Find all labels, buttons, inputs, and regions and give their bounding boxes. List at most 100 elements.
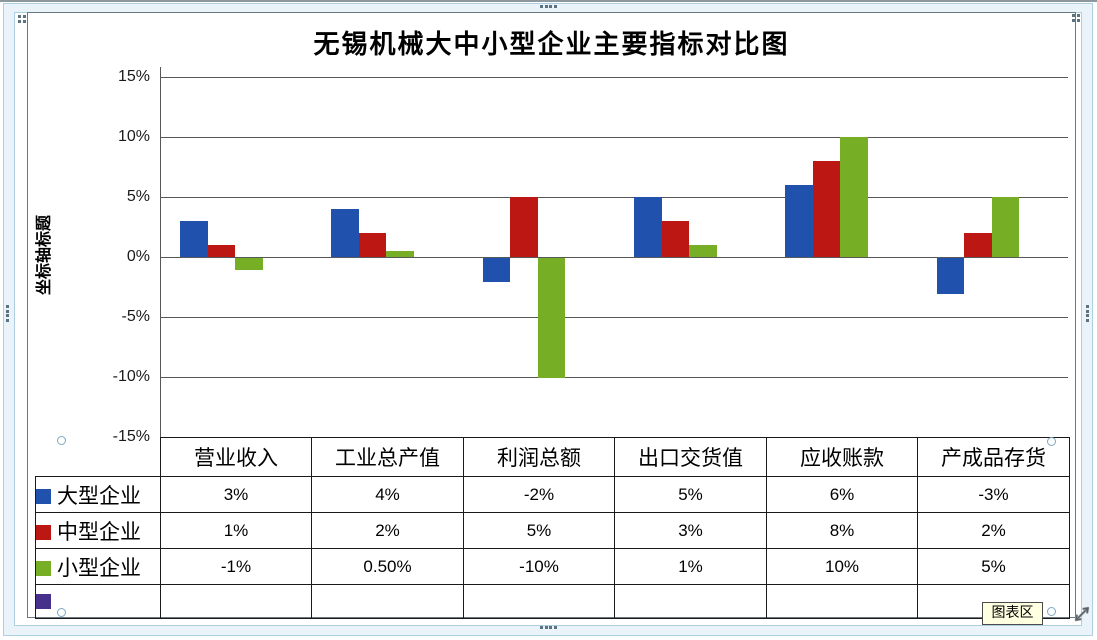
frame-corner-handle[interactable] — [18, 20, 21, 23]
frame-corner-handle[interactable] — [1077, 19, 1080, 22]
value-cell[interactable] — [766, 584, 918, 619]
value-cell[interactable] — [463, 584, 615, 619]
series-name: 中型企业 — [57, 519, 141, 544]
legend-cell[interactable]: 中型企业 — [35, 512, 161, 549]
bar-series0-cat1[interactable] — [331, 209, 359, 257]
y-tick-label[interactable]: 5% — [126, 188, 150, 205]
category-header-cell[interactable]: 产成品存货 — [917, 437, 1070, 477]
frame-corner-handle[interactable] — [1072, 14, 1075, 17]
chart-title[interactable]: 无锡机械大中小型企业主要指标对比图 — [313, 30, 790, 59]
chart-data-table[interactable]: 营业收入 工业总产值 利润总额 出口交货值 应收账款 产成品存货 大型企业 3% 4% -2% 5%… — [35, 437, 1070, 619]
frame-dot-handle[interactable] — [549, 5, 552, 8]
category-header-cell[interactable]: 工业总产值 — [311, 437, 464, 477]
bar-series2-cat0[interactable] — [235, 258, 263, 270]
frame-corner-handle[interactable] — [23, 20, 26, 23]
legend-swatch-icon[interactable] — [36, 488, 51, 504]
bar-series0-cat5[interactable] — [936, 258, 965, 294]
bar-series0-cat0[interactable] — [180, 221, 208, 257]
frame-dot-handle[interactable] — [6, 314, 9, 317]
frame-dot-handle[interactable] — [6, 318, 9, 322]
y-axis-title[interactable]: 坐标轴标题 — [36, 215, 53, 296]
category-header-cell[interactable]: 出口交货值 — [614, 437, 767, 477]
frame-dot-handle[interactable] — [1086, 314, 1089, 317]
bar-series1-cat5[interactable] — [964, 233, 992, 257]
value-cell[interactable]: -1% — [160, 548, 312, 585]
gridline — [160, 77, 1068, 78]
category-header-cell[interactable]: 营业收入 — [160, 437, 312, 477]
y-axis-line[interactable] — [160, 67, 161, 437]
bar-series0-cat4[interactable] — [785, 185, 813, 257]
legend-swatch-icon[interactable] — [36, 560, 51, 576]
frame-dot-handle[interactable] — [544, 5, 548, 8]
y-tick-label[interactable]: -10% — [112, 368, 150, 385]
gridline — [160, 137, 1068, 138]
table-row: 小型企业 -1% 0.50% -10% 1% 10% 5% — [35, 548, 1070, 585]
frame-dot-handle[interactable] — [1086, 305, 1089, 308]
frame-dot-handle[interactable] — [1086, 309, 1089, 313]
frame-dot-handle[interactable] — [544, 626, 548, 629]
value-cell[interactable]: 3% — [614, 512, 767, 549]
value-cell[interactable]: 1% — [160, 512, 312, 549]
value-cell[interactable]: 3% — [160, 476, 312, 513]
frame-corner-handle[interactable] — [1072, 19, 1075, 22]
bar-series1-cat2[interactable] — [510, 197, 538, 257]
bar-series2-cat3[interactable] — [689, 245, 717, 257]
series-name: 小型企业 — [57, 555, 141, 580]
value-cell[interactable]: 5% — [463, 512, 615, 549]
y-tick-label[interactable]: 15% — [117, 68, 150, 85]
value-cell[interactable]: 5% — [614, 476, 767, 513]
selection-handle-bottom-right[interactable] — [1047, 607, 1056, 616]
value-cell[interactable]: 10% — [766, 548, 918, 585]
frame-corner-handle[interactable] — [18, 15, 21, 18]
bar-series2-cat2[interactable] — [537, 258, 566, 378]
selection-handle-bottom-left[interactable] — [57, 608, 66, 617]
category-header-cell[interactable]: 应收账款 — [766, 437, 918, 477]
frame-corner-handle[interactable] — [1077, 14, 1080, 17]
value-cell[interactable]: 0.50% — [311, 548, 464, 585]
legend-swatch-icon[interactable] — [36, 594, 51, 609]
bar-series1-cat3[interactable] — [661, 221, 689, 257]
value-cell[interactable]: 8% — [766, 512, 918, 549]
y-tick-label[interactable]: -5% — [121, 308, 150, 325]
value-cell[interactable] — [160, 584, 312, 619]
bar-series0-cat2[interactable] — [482, 258, 511, 282]
bar-series2-cat5[interactable] — [991, 197, 1020, 257]
bar-series2-cat4[interactable] — [840, 137, 868, 257]
bar-series0-cat3[interactable] — [634, 197, 662, 257]
frame-dot-handle[interactable] — [553, 5, 557, 8]
frame-dot-handle[interactable] — [1086, 318, 1089, 322]
value-cell[interactable]: -10% — [463, 548, 615, 585]
value-cell[interactable]: 2% — [311, 512, 464, 549]
value-cell[interactable]: -3% — [917, 476, 1070, 513]
window-edge-line — [0, 0, 1097, 2]
value-cell[interactable] — [614, 584, 767, 619]
value-cell[interactable]: 1% — [614, 548, 767, 585]
bar-series1-cat0[interactable] — [207, 245, 235, 257]
frame-dot-handle[interactable] — [549, 626, 552, 629]
value-cell[interactable]: 6% — [766, 476, 918, 513]
y-tick-label[interactable]: 10% — [117, 128, 150, 145]
legend-cell[interactable] — [35, 584, 161, 619]
bar-series1-cat4[interactable] — [812, 161, 841, 257]
value-cell[interactable]: -2% — [463, 476, 615, 513]
frame-dot-handle[interactable] — [540, 626, 543, 629]
value-cell[interactable]: 2% — [917, 512, 1070, 549]
frame-dot-handle[interactable] — [553, 626, 557, 629]
series-name: 大型企业 — [57, 483, 141, 508]
legend-swatch-icon[interactable] — [36, 524, 51, 540]
selection-handle-top-right[interactable] — [1047, 437, 1056, 446]
frame-dot-handle[interactable] — [6, 305, 9, 308]
bar-series1-cat1[interactable] — [358, 233, 387, 257]
value-cell[interactable]: 5% — [917, 548, 1070, 585]
value-cell[interactable]: 4% — [311, 476, 464, 513]
value-cell[interactable] — [311, 584, 464, 619]
category-header-cell[interactable]: 利润总额 — [463, 437, 615, 477]
legend-cell[interactable]: 大型企业 — [35, 476, 161, 513]
selection-handle-top-left[interactable] — [57, 436, 66, 445]
legend-cell[interactable]: 小型企业 — [35, 548, 161, 585]
bar-series2-cat1[interactable] — [386, 251, 414, 257]
frame-dot-handle[interactable] — [6, 309, 9, 313]
frame-corner-handle[interactable] — [23, 15, 26, 18]
frame-dot-handle[interactable] — [540, 5, 543, 8]
y-tick-label[interactable]: 0% — [126, 248, 150, 265]
